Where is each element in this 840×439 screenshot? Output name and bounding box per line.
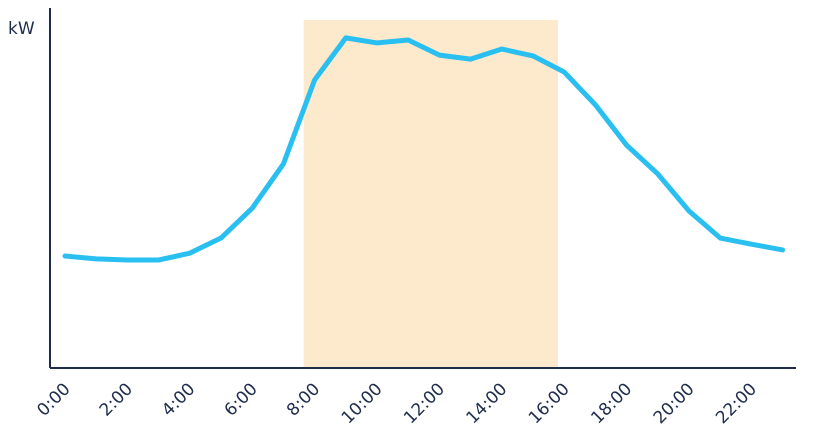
x-tick-label: 22:00 bbox=[712, 379, 761, 428]
x-tick-label: 18:00 bbox=[587, 379, 636, 428]
highlight-band bbox=[303, 20, 558, 368]
x-tick-label: 4:00 bbox=[158, 379, 199, 420]
y-axis-label: kW bbox=[8, 19, 35, 39]
x-tick-label: 6:00 bbox=[221, 379, 262, 420]
data-line bbox=[62, 35, 786, 263]
x-tick-label: 12:00 bbox=[400, 379, 449, 428]
x-tick-label: 20:00 bbox=[650, 379, 699, 428]
x-tick-label: 16:00 bbox=[525, 379, 574, 428]
x-tick-label: 2:00 bbox=[96, 379, 137, 420]
x-tick-label: 0:00 bbox=[33, 379, 74, 420]
x-tick-label: 8:00 bbox=[283, 379, 324, 420]
x-tick-label: 14:00 bbox=[463, 379, 512, 428]
x-tick-label: 10:00 bbox=[338, 379, 387, 428]
